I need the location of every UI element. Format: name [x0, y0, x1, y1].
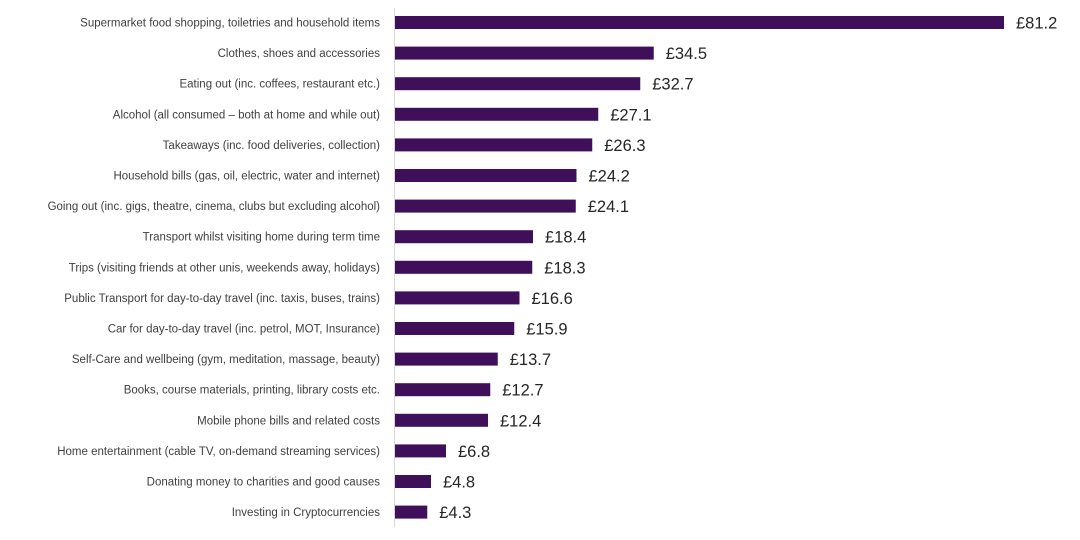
bar: [395, 169, 577, 182]
value-label: £18.4: [545, 229, 586, 247]
category-label: Mobile phone bills and related costs: [197, 415, 380, 427]
category-label: Clothes, shoes and accessories: [218, 48, 381, 60]
value-label: £18.3: [544, 259, 585, 277]
bar: [395, 199, 576, 213]
bar: [395, 413, 488, 427]
category-label: Trips (visiting friends at other unis, w…: [69, 262, 380, 274]
value-label: £81.2: [1016, 15, 1057, 33]
bar: [395, 46, 654, 60]
bar: [395, 138, 593, 152]
bar: [395, 291, 520, 305]
bar: [395, 260, 533, 274]
value-label: £12.7: [502, 382, 543, 400]
category-label: Self-Care and wellbeing (gym, meditation…: [72, 354, 380, 366]
category-label: Home entertainment (cable TV, on-demand …: [57, 446, 380, 458]
category-label: Eating out (inc. coffees, restaurant etc…: [179, 79, 380, 91]
category-label: Going out (inc. gigs, theatre, cinema, c…: [48, 201, 381, 213]
category-label: Donating money to charities and good cau…: [147, 477, 381, 489]
category-label: Transport whilst visiting home during te…: [143, 232, 380, 244]
value-label: £26.3: [604, 137, 645, 155]
value-label: £4.3: [439, 504, 471, 522]
value-label: £24.2: [589, 168, 630, 186]
value-labels-group: £81.2 £34.5 £32.7£27.1 £26.3 £24.2 £24.1£18.4…: [439, 15, 1057, 523]
bars-group: [395, 16, 1004, 519]
bar: [395, 16, 1004, 29]
bar: [395, 107, 599, 121]
bar: [395, 322, 515, 335]
value-label: £34.5: [666, 45, 707, 63]
bar: [395, 352, 498, 366]
bar: [395, 444, 446, 458]
category-label: Investing in Cryptocurrencies: [232, 507, 381, 519]
category-label: Takeaways (inc. food deliveries, collect…: [163, 140, 380, 152]
value-label: £4.8: [443, 474, 475, 492]
category-label: Car for day-to-day travel (inc. petrol, …: [108, 324, 380, 336]
category-label: Public Transport for day-to-day travel (…: [64, 293, 380, 305]
bar: [395, 77, 641, 91]
category-label: Alcohol (all consumed – both at home and…: [113, 109, 380, 121]
category-labels-group: Supermarket food shopping, toiletries an…: [48, 18, 381, 520]
category-label: Books, course materials, printing, libra…: [124, 385, 380, 397]
value-label: £16.6: [532, 290, 573, 308]
category-label: Supermarket food shopping, toiletries an…: [80, 18, 380, 30]
value-label: £13.7: [510, 351, 551, 369]
value-label: £27.1: [610, 106, 651, 124]
category-label: Household bills (gas, oil, electric, wat…: [113, 171, 380, 183]
bar: [395, 383, 491, 397]
value-label: £32.7: [652, 76, 693, 94]
bar: [395, 230, 533, 244]
value-label: £24.1: [588, 198, 629, 216]
bar: [395, 475, 431, 488]
value-label: £6.8: [458, 443, 490, 461]
value-label: £15.9: [526, 321, 567, 339]
value-label: £12.4: [500, 412, 541, 430]
bar: [395, 505, 428, 519]
